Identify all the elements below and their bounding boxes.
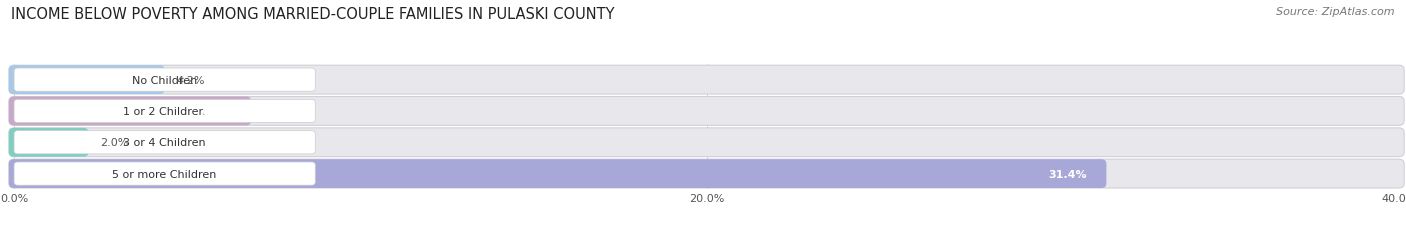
Text: 2.0%: 2.0% (101, 138, 129, 148)
FancyBboxPatch shape (8, 97, 1405, 126)
Text: 1 or 2 Children: 1 or 2 Children (124, 106, 207, 116)
Text: No Children: No Children (132, 75, 197, 85)
FancyBboxPatch shape (14, 131, 315, 154)
FancyBboxPatch shape (8, 128, 1405, 157)
FancyBboxPatch shape (8, 66, 165, 95)
FancyBboxPatch shape (8, 159, 1107, 188)
Text: 31.4%: 31.4% (1049, 169, 1087, 179)
Text: INCOME BELOW POVERTY AMONG MARRIED-COUPLE FAMILIES IN PULASKI COUNTY: INCOME BELOW POVERTY AMONG MARRIED-COUPL… (11, 7, 614, 22)
Text: 6.7%: 6.7% (201, 106, 232, 116)
FancyBboxPatch shape (8, 97, 252, 126)
FancyBboxPatch shape (14, 100, 315, 123)
Text: 4.2%: 4.2% (177, 75, 205, 85)
FancyBboxPatch shape (14, 69, 315, 92)
FancyBboxPatch shape (8, 159, 1405, 188)
FancyBboxPatch shape (8, 128, 89, 157)
Text: Source: ZipAtlas.com: Source: ZipAtlas.com (1277, 7, 1395, 17)
Text: 5 or more Children: 5 or more Children (112, 169, 217, 179)
FancyBboxPatch shape (8, 66, 1405, 95)
Text: 3 or 4 Children: 3 or 4 Children (124, 138, 207, 148)
FancyBboxPatch shape (14, 162, 315, 185)
